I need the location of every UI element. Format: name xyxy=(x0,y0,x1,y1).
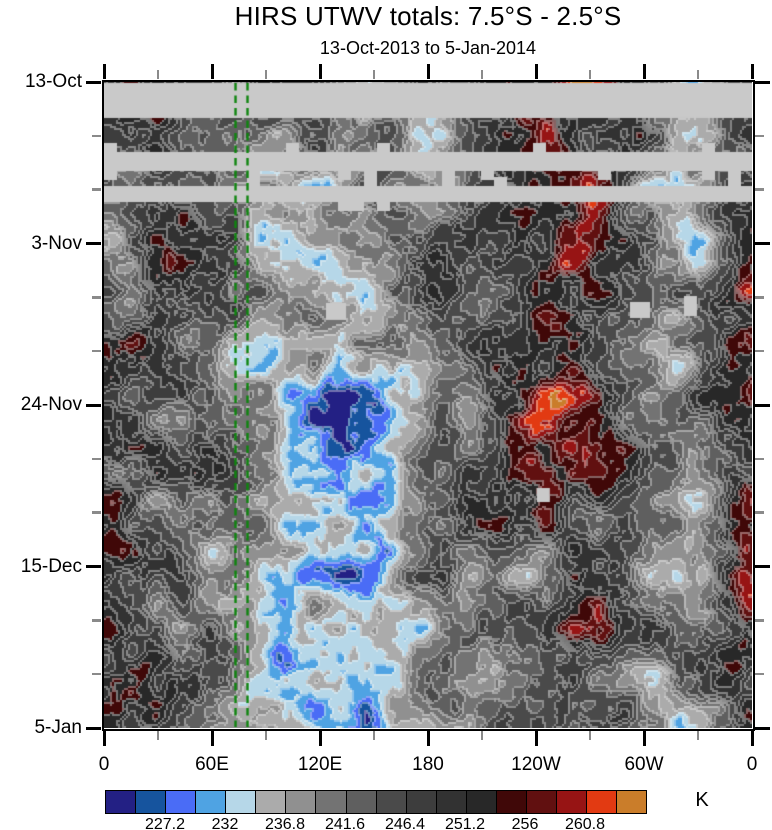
colorbar-cell xyxy=(436,791,467,813)
x-axis-major-tick xyxy=(102,731,106,746)
x-axis-major-tick xyxy=(534,731,538,746)
x-axis-major-tick-top xyxy=(102,64,106,79)
colorbar-cell xyxy=(587,791,618,813)
y-axis-minor-tick-right xyxy=(755,188,764,191)
x-axis-major-tick-top xyxy=(534,64,538,79)
x-axis-minor-tick xyxy=(480,731,484,740)
colorbar-cell xyxy=(556,791,587,813)
colorbar-cell xyxy=(166,791,197,813)
colorbar-cell xyxy=(496,791,527,813)
x-axis-minor-tick xyxy=(588,731,592,740)
contour-field-canvas xyxy=(104,82,752,728)
x-axis-tick-label: 120E xyxy=(297,754,343,775)
y-axis-major-tick xyxy=(86,242,101,245)
y-axis-tick-label: 3-Nov xyxy=(31,232,82,254)
x-axis-minor-tick xyxy=(264,731,268,740)
y-axis-major-tick-right xyxy=(755,565,770,568)
colorbar-cell xyxy=(376,791,407,813)
x-axis-tick-label: 60E xyxy=(195,754,229,775)
colorbar-tick-label: 236.8 xyxy=(264,816,306,830)
y-axis-major-tick xyxy=(86,80,101,84)
y-axis-minor-tick-right xyxy=(755,511,764,514)
y-axis-minor-tick-right xyxy=(755,619,764,622)
x-axis-tick-label: 180 xyxy=(412,754,444,775)
x-axis-major-tick-top xyxy=(426,64,430,79)
x-axis-major-tick-top xyxy=(318,64,322,79)
colorbar-tick-label: 241.6 xyxy=(324,816,366,830)
y-axis-minor-tick-right xyxy=(755,349,764,353)
x-axis-minor-tick xyxy=(372,731,376,740)
x-axis-minor-tick-top xyxy=(696,70,700,79)
colorbar-cell xyxy=(286,791,317,813)
y-axis-major-tick-right xyxy=(755,80,770,84)
colorbar-tick-label: 246.4 xyxy=(384,816,426,830)
colorbar-units-label: K xyxy=(695,789,709,811)
x-axis-major-tick-top xyxy=(750,64,754,79)
colorbar-cell xyxy=(346,791,377,813)
y-axis-minor-tick xyxy=(92,619,101,622)
colorbar-tick-label: 256 xyxy=(511,816,539,830)
x-axis-tick-label: 60W xyxy=(624,754,664,775)
x-axis-tick-label: 0 xyxy=(98,754,110,775)
y-axis-minor-tick-right xyxy=(755,457,764,461)
x-axis-minor-tick-top xyxy=(264,70,268,79)
y-axis-major-tick xyxy=(86,565,101,568)
colorbar-cell xyxy=(136,791,167,813)
x-axis-major-tick-top xyxy=(210,64,214,79)
y-axis-minor-tick xyxy=(92,672,101,676)
plot-area: 0 60E 120E 180 120W 60W 0 13-Oct 3-Nov 24-Nov 15-D… xyxy=(21,64,770,775)
y-axis-minor-tick xyxy=(92,349,101,353)
x-axis-major-tick xyxy=(750,731,754,746)
x-axis-major-tick xyxy=(426,731,430,746)
colorbar-tick-label: 251.2 xyxy=(444,816,486,830)
y-axis-minor-tick xyxy=(92,457,101,461)
colorbar-cell xyxy=(406,791,437,813)
x-axis-major-tick xyxy=(318,731,322,746)
y-axis-major-tick-right xyxy=(755,726,770,730)
colorbar-cell xyxy=(226,791,257,813)
x-axis-minor-tick xyxy=(696,731,700,740)
y-axis-major-tick-right xyxy=(755,403,770,407)
colorbar-tick-label: 260.8 xyxy=(564,816,606,830)
y-axis-tick-label: 5-Jan xyxy=(34,717,82,738)
x-axis-major-tick xyxy=(642,731,646,746)
x-axis-minor-tick-top xyxy=(372,70,376,79)
x-axis-tick-label: 120W xyxy=(511,754,561,775)
colorbar-tick-label: 232 xyxy=(211,816,239,830)
x-axis-minor-tick-top xyxy=(588,70,592,79)
y-axis-minor-tick xyxy=(92,188,101,191)
y-axis-major-tick-right xyxy=(755,242,770,245)
x-axis-major-tick xyxy=(210,731,214,746)
chart-title: HIRS UTWV totals: 7.5°S - 2.5°S xyxy=(234,1,622,31)
y-axis-minor-tick xyxy=(92,134,101,138)
x-axis-tick-label: 0 xyxy=(746,754,758,775)
y-axis-tick-label: 24-Nov xyxy=(20,394,82,415)
y-axis-minor-tick-right xyxy=(755,134,764,138)
colorbar-cell xyxy=(316,791,347,813)
colorbar-tick-label: 227.2 xyxy=(144,816,186,830)
y-axis-minor-tick xyxy=(92,511,101,514)
y-axis-minor-tick-right xyxy=(755,672,764,676)
x-axis-minor-tick-top xyxy=(480,70,484,79)
y-axis-minor-tick-right xyxy=(755,296,764,299)
chart-subtitle: 13-Oct-2013 to 5-Jan-2014 xyxy=(319,38,537,58)
x-axis-minor-tick-top xyxy=(156,70,160,79)
colorbar-cell xyxy=(617,791,647,813)
colorbar xyxy=(105,790,647,814)
x-axis-minor-tick xyxy=(156,731,160,740)
y-axis-tick-label: 13-Oct xyxy=(24,71,82,92)
colorbar-cell xyxy=(526,791,557,813)
y-axis-tick-label: 15-Dec xyxy=(20,555,82,577)
colorbar-cell xyxy=(466,791,497,813)
colorbar-cell xyxy=(256,791,287,813)
colorbar-cell xyxy=(106,791,137,813)
y-axis-major-tick xyxy=(86,403,101,407)
colorbar-cell xyxy=(196,791,227,813)
y-axis-major-tick xyxy=(86,726,101,730)
y-axis-minor-tick xyxy=(92,296,101,299)
x-axis-major-tick-top xyxy=(642,64,646,79)
